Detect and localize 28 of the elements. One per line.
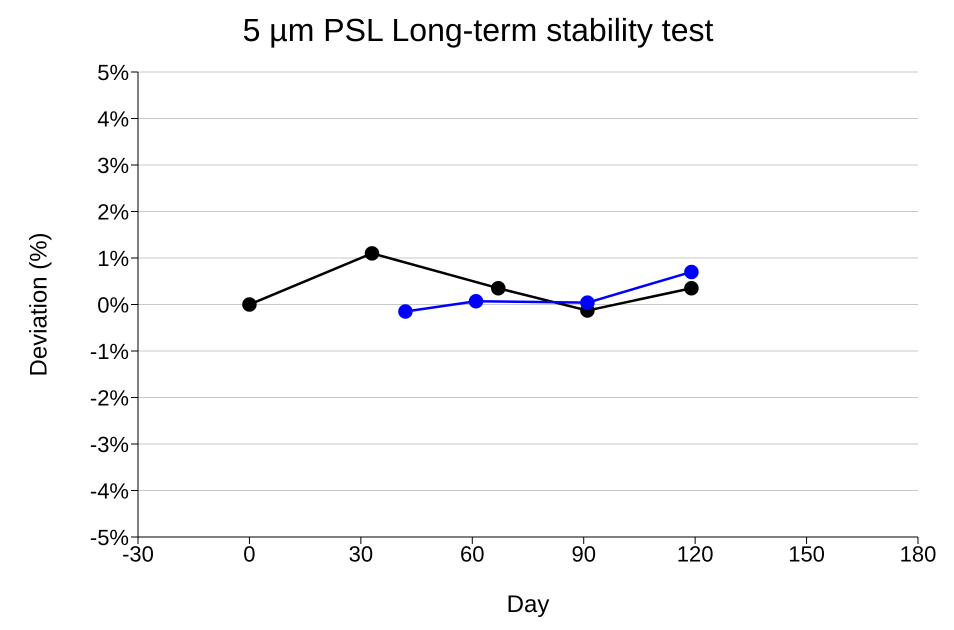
y-tick-label: -3% (90, 432, 129, 457)
point (468, 294, 484, 308)
x-tick-label: 60 (460, 542, 485, 567)
y-tick-label: -1% (90, 338, 129, 364)
y-tick-label: 2% (97, 199, 129, 224)
x-tick-label: 120 (676, 542, 714, 567)
x-tick-label: 90 (571, 542, 596, 567)
y-tick-label: 4% (97, 106, 129, 132)
x-tick-label: 180 (900, 542, 936, 567)
y-tick-label: 1% (97, 246, 129, 271)
point (242, 297, 257, 312)
y-tick-label: -2% (90, 385, 129, 410)
x-tick-label: 150 (788, 542, 825, 567)
y-tick-label: 3% (97, 152, 129, 178)
x-axis-title: Day (506, 591, 550, 618)
chart-title: 5 µm PSL Long-term stability test (242, 12, 714, 48)
point (398, 304, 413, 319)
y-tick-label: 0% (97, 292, 129, 318)
point (684, 280, 699, 296)
y-tick-label: -4% (90, 478, 129, 504)
y-axis-title: Deviation (%) (26, 232, 53, 377)
point (491, 280, 506, 296)
point (684, 264, 699, 280)
point (580, 295, 595, 310)
point (364, 246, 380, 261)
y-tick-label: 5% (97, 60, 129, 85)
x-tick-label: 30 (348, 542, 374, 567)
x-tick-label: 0 (243, 542, 256, 567)
